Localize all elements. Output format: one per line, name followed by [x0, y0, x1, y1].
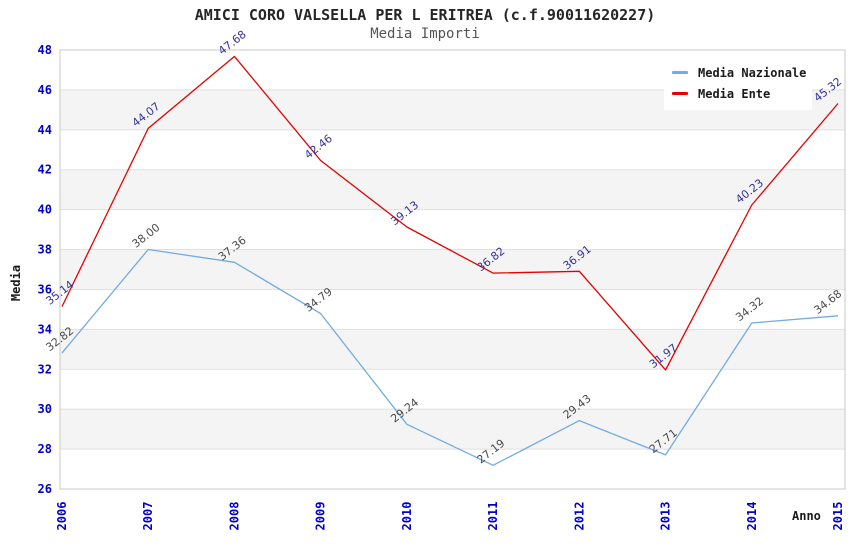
x-tick-label: 2008	[227, 502, 241, 531]
y-tick-label: 32	[38, 362, 52, 376]
legend-label: Media Ente	[698, 86, 771, 101]
x-tick-label: 2007	[141, 502, 155, 531]
x-tick-label: 2014	[745, 502, 759, 531]
series-line	[61, 248, 839, 466]
x-tick-label: 2013	[659, 502, 673, 531]
series-line	[61, 55, 839, 371]
y-tick-label: 30	[38, 402, 52, 416]
y-tick-label: 40	[38, 203, 52, 217]
x-tick-label: 2009	[314, 502, 328, 531]
y-tick-label: 26	[38, 482, 52, 496]
x-tick-label: 2015	[831, 502, 845, 531]
x-tick-label: 2006	[55, 502, 69, 531]
y-tick-label: 36	[38, 282, 52, 296]
legend-label: Media Nazionale	[698, 65, 807, 80]
x-tick-label: 2011	[486, 502, 500, 531]
line-marker-icon	[672, 92, 688, 95]
y-axis-title: Media	[9, 264, 23, 302]
y-tick-label: 28	[38, 442, 52, 456]
legend: Media Nazionale Media Ente	[664, 56, 812, 110]
y-tick-label: 46	[38, 83, 52, 97]
plot-frame	[59, 49, 846, 490]
line-marker-icon	[672, 71, 688, 74]
grid-band	[60, 409, 845, 450]
y-tick-label: 42	[38, 163, 52, 177]
chart-title: AMICI CORO VALSELLA PER L ERITREA (c.f.9…	[194, 6, 656, 24]
x-tick-label: 2012	[572, 502, 586, 531]
y-tick-label: 44	[38, 123, 52, 137]
data-point-label: 34.68	[811, 287, 844, 317]
legend-item-media-ente: Media Ente	[672, 83, 806, 104]
grid-band	[60, 249, 845, 290]
grid-band	[60, 169, 845, 210]
grid-band	[60, 329, 845, 370]
y-tick-label: 34	[38, 322, 52, 336]
y-tick-label: 38	[38, 243, 52, 257]
legend-item-media-nazionale: Media Nazionale	[672, 62, 806, 83]
x-tick-label: 2010	[400, 502, 414, 531]
chart-subtitle: Media Importi	[370, 26, 480, 42]
data-point-label: 34.32	[733, 294, 766, 324]
y-tick-label: 48	[38, 43, 52, 57]
data-point-label: 38.00	[130, 221, 163, 251]
x-axis-title: Anno	[792, 509, 821, 523]
